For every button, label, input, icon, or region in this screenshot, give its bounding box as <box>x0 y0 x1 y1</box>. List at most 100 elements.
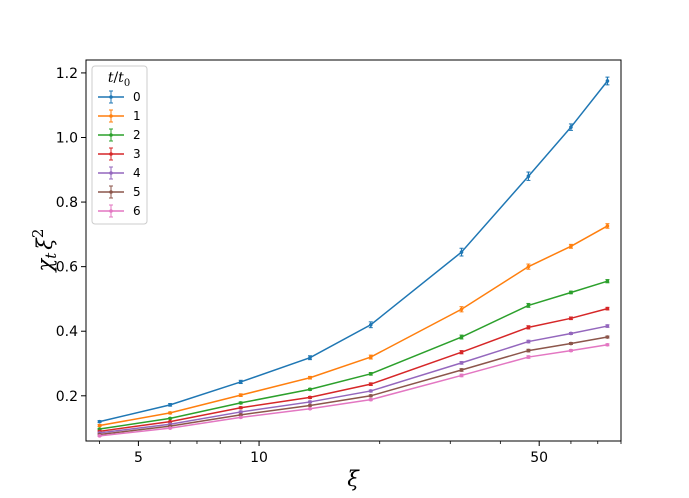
legend-items: 0 1 2 3 4 5 6 <box>98 90 141 218</box>
data-point <box>605 79 610 83</box>
data-point <box>569 244 573 249</box>
legend-box <box>91 65 148 225</box>
data-point <box>459 350 464 355</box>
data-point <box>368 389 373 393</box>
legend-item: 2 <box>98 128 141 142</box>
legend-label: 1 <box>133 109 141 123</box>
legend-item: 5 <box>98 185 141 199</box>
data-point <box>168 411 172 415</box>
data-point <box>569 125 573 129</box>
data-point <box>238 413 243 417</box>
series-0 <box>97 76 610 424</box>
legend-title-denominator: t <box>118 70 124 86</box>
data-point <box>308 400 312 404</box>
y-tick-label: 1.0 <box>56 130 78 146</box>
x-tick-label: 5 <box>134 450 143 466</box>
data-point <box>368 382 373 386</box>
legend-item: 0 <box>98 90 141 104</box>
y-axis-label-var: ξ <box>33 237 57 250</box>
y-tick-label: 0.6 <box>56 260 78 276</box>
data-point <box>526 339 531 344</box>
data-point <box>308 355 312 360</box>
legend-item: 3 <box>98 147 141 161</box>
series-line <box>99 225 608 427</box>
legend-label: 6 <box>133 204 141 218</box>
data-point <box>368 355 373 359</box>
data-point <box>569 331 573 336</box>
legend-title-numerator: t <box>108 70 114 86</box>
x-tick-label: 50 <box>530 450 548 466</box>
data-point <box>238 410 243 414</box>
series-line <box>99 307 608 433</box>
data-point <box>459 250 464 254</box>
legend-title-denominator-subscript: 0 <box>124 78 130 89</box>
data-point <box>459 368 464 372</box>
data-point <box>526 325 531 330</box>
data-point <box>459 307 464 312</box>
legend-marker <box>109 152 113 156</box>
y-tick-label: 0.4 <box>56 324 78 340</box>
data-point <box>238 380 243 384</box>
data-point <box>569 341 573 346</box>
data-point <box>368 393 373 398</box>
data-point <box>168 403 172 407</box>
y-tick-label: 0.8 <box>56 195 78 211</box>
legend-label: 5 <box>133 185 141 199</box>
y-axis-label: χtξ2 <box>29 229 60 274</box>
series-2 <box>97 279 610 431</box>
legend-marker <box>109 171 113 175</box>
plot-frame <box>85 59 622 442</box>
legend-marker <box>109 114 113 118</box>
legend-marker <box>109 209 113 213</box>
y-axis-label-superscript: 2 <box>29 229 47 239</box>
data-point <box>168 426 172 430</box>
data-point <box>238 405 243 410</box>
x-axis-label: ξ <box>347 467 360 491</box>
data-point <box>459 361 464 365</box>
data-point <box>605 342 610 347</box>
data-point <box>526 174 531 179</box>
data-point <box>605 224 610 228</box>
data-point <box>168 416 172 421</box>
legend-marker <box>109 190 113 194</box>
data-point <box>308 403 312 408</box>
data-point <box>605 279 610 283</box>
series-layer <box>97 76 610 438</box>
data-point <box>308 406 312 411</box>
legend-marker <box>109 95 113 99</box>
data-point <box>238 393 243 397</box>
data-point <box>368 372 373 376</box>
legend-marker <box>109 133 113 137</box>
data-point <box>368 322 373 327</box>
y-axis-label-base-subscript: t <box>42 252 60 259</box>
data-point <box>308 395 312 400</box>
series-line <box>99 344 608 437</box>
data-point <box>526 264 531 269</box>
legend-label: 0 <box>133 90 141 104</box>
data-point <box>526 348 531 353</box>
y-axis-label-base: χ <box>33 257 57 273</box>
legend-item: 4 <box>98 166 141 180</box>
data-point <box>168 419 172 424</box>
data-point <box>569 290 573 295</box>
data-point <box>97 434 102 438</box>
x-axis: 5 10 50 <box>99 441 622 466</box>
series-1 <box>97 223 610 428</box>
data-point <box>569 348 573 353</box>
legend-label: 3 <box>133 147 141 161</box>
data-point <box>526 355 531 359</box>
series-3 <box>97 306 610 434</box>
x-tick-label: 10 <box>250 450 268 466</box>
data-point <box>238 401 243 405</box>
data-point <box>526 303 531 308</box>
legend-label: 4 <box>133 166 141 180</box>
data-point <box>97 423 102 428</box>
data-point <box>605 324 610 328</box>
legend: t/t0 0 1 2 3 4 5 6 <box>91 65 148 225</box>
data-point <box>605 306 610 311</box>
series-line <box>99 80 609 423</box>
y-tick-label: 1.2 <box>56 66 78 82</box>
data-point <box>368 397 373 402</box>
legend-item: 1 <box>98 109 141 123</box>
